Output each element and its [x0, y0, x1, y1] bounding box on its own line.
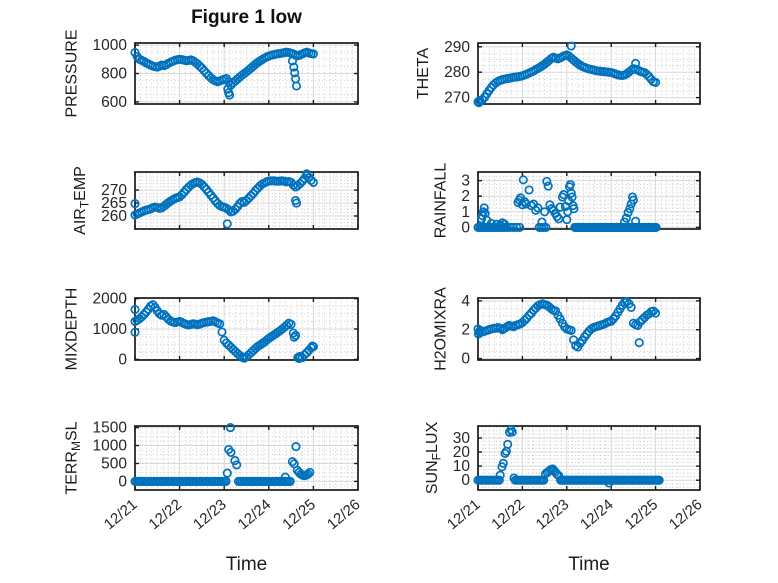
svg-text:265: 265 [101, 195, 127, 212]
svg-text:12/21: 12/21 [101, 496, 141, 533]
data-points [473, 175, 661, 232]
svg-text:12/24: 12/24 [235, 496, 275, 533]
svg-text:3: 3 [461, 173, 470, 190]
svg-text:1000: 1000 [93, 438, 128, 455]
major-grid [135, 172, 358, 229]
svg-text:12/23: 12/23 [533, 496, 573, 533]
tick-marks [134, 43, 359, 104]
axes-border [134, 425, 359, 491]
svg-text:1000: 1000 [93, 321, 128, 338]
svg-text:12/22: 12/22 [488, 496, 528, 533]
y-axis-label: RAINFALL [432, 163, 449, 239]
data-points [130, 47, 318, 100]
minor-grid [135, 172, 358, 230]
svg-text:12/23: 12/23 [190, 496, 230, 533]
svg-text:12/24: 12/24 [577, 496, 617, 533]
tick-marks [477, 426, 701, 490]
y-axis-label: THETA [415, 48, 432, 100]
subplot-theta: 270 280 290 THETA [415, 39, 701, 108]
svg-text:12/22: 12/22 [145, 496, 185, 533]
tick-marks [134, 172, 359, 229]
y-axis-label: PRESSURE [64, 29, 81, 117]
svg-text:270: 270 [101, 182, 127, 199]
svg-text:12/25: 12/25 [621, 496, 661, 533]
data-points [130, 169, 318, 229]
figure-title: Figure 1 low [191, 7, 302, 28]
svg-text:280: 280 [444, 64, 470, 81]
svg-text:500: 500 [101, 456, 127, 473]
subplot-mixdepth: 0 1000 2000 MIXDEPTH [64, 288, 359, 371]
tick-marks [134, 426, 359, 490]
svg-text:2: 2 [461, 188, 470, 205]
svg-text:10: 10 [453, 458, 471, 475]
data-points [473, 297, 661, 352]
x-tick-labels: 12/21 12/22 12/23 12/24 12/25 12/26 [101, 496, 364, 533]
x-axis-title: Time [226, 554, 268, 575]
svg-text:0: 0 [118, 351, 127, 368]
svg-text:0: 0 [461, 351, 470, 368]
axes-border [477, 425, 701, 491]
y-axis-label: AIRTEMP [72, 166, 92, 235]
axes-border [477, 42, 701, 105]
svg-text:12/26: 12/26 [666, 496, 706, 533]
y-tick-labels: 600 800 1000 [93, 37, 128, 111]
data-points [473, 425, 664, 488]
svg-text:2000: 2000 [93, 291, 128, 308]
svg-text:270: 270 [444, 90, 470, 107]
svg-text:290: 290 [444, 39, 470, 56]
y-axis-label: TERRMSL [64, 421, 84, 494]
svg-text:800: 800 [101, 66, 127, 83]
subplot-pressure: 600 800 1000 PRESSURE [64, 29, 359, 118]
svg-text:1500: 1500 [93, 420, 128, 437]
x-axis-title: Time [568, 554, 610, 575]
x-tick-labels: 12/21 12/22 12/23 12/24 12/25 12/26 [444, 496, 706, 533]
y-axis-label: H2OMIXRA [432, 287, 449, 371]
svg-text:1000: 1000 [93, 37, 128, 54]
major-grid [478, 172, 700, 229]
svg-text:0: 0 [461, 472, 470, 489]
svg-text:12/21: 12/21 [444, 496, 484, 533]
minor-grid [135, 43, 358, 104]
svg-text:12/26: 12/26 [324, 496, 364, 533]
y-tick-labels: 0 1000 2000 [93, 291, 128, 369]
data-points [473, 41, 661, 108]
data-points [130, 300, 318, 364]
major-grid [135, 298, 358, 360]
svg-text:30: 30 [453, 430, 471, 447]
svg-text:4: 4 [461, 293, 470, 310]
y-tick-labels: 270 280 290 [444, 39, 470, 107]
y-axis-label: MIXDEPTH [64, 288, 81, 371]
svg-text:2: 2 [461, 322, 470, 339]
y-tick-labels: 0 2 4 [461, 293, 470, 368]
svg-text:0: 0 [461, 219, 470, 236]
svg-text:260: 260 [101, 208, 127, 225]
y-axis-label: SUNFLUX [424, 422, 444, 495]
svg-text:12/25: 12/25 [279, 496, 319, 533]
svg-text:0: 0 [118, 473, 127, 490]
data-points [130, 423, 315, 486]
svg-text:1: 1 [461, 204, 470, 221]
subplot-h2omixra: 0 2 4 H2OMIXRA [432, 287, 701, 371]
svg-text:600: 600 [101, 94, 127, 111]
svg-text:20: 20 [453, 444, 471, 461]
